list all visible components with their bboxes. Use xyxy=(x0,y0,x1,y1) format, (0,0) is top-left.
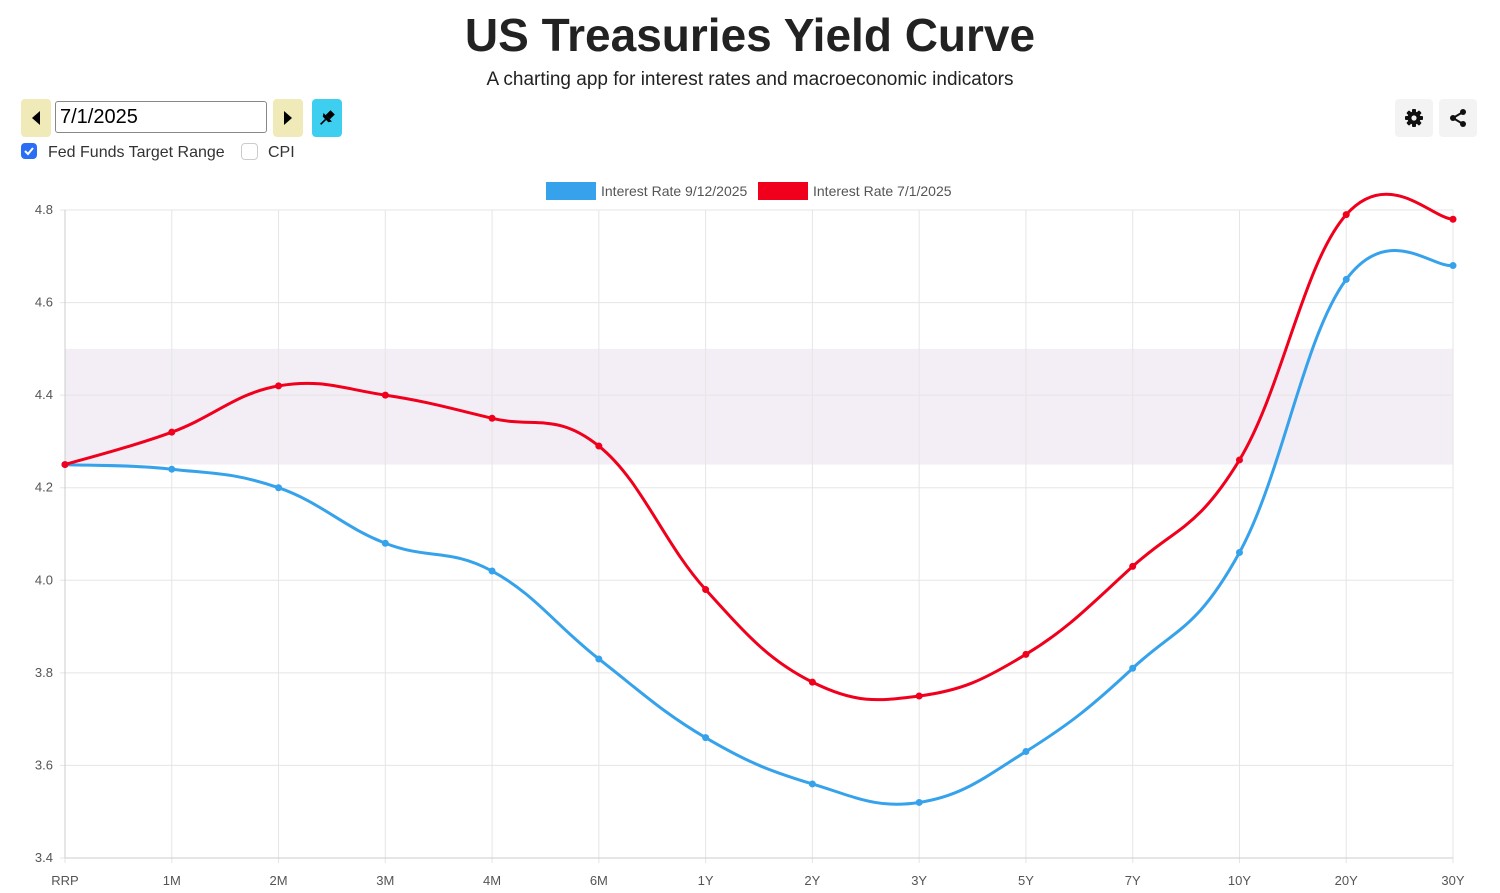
y-tick-label: 3.6 xyxy=(35,757,53,772)
data-point xyxy=(1022,650,1030,658)
data-point xyxy=(1342,211,1350,219)
x-tick-label: 5Y xyxy=(1018,873,1034,888)
cpi-checkbox[interactable] xyxy=(241,143,258,160)
data-point xyxy=(275,484,283,492)
data-point xyxy=(168,465,176,473)
settings-button[interactable] xyxy=(1395,99,1433,137)
y-tick-label: 4.4 xyxy=(35,387,53,402)
y-tick-label: 4.0 xyxy=(35,572,53,587)
x-tick-label: RRP xyxy=(51,873,78,888)
data-point xyxy=(61,461,69,469)
x-tick-label: 2M xyxy=(270,873,288,888)
data-point xyxy=(1235,456,1243,464)
y-tick-label: 4.6 xyxy=(35,295,53,310)
x-tick-label: 4M xyxy=(483,873,501,888)
legend-swatch xyxy=(546,182,596,200)
pin-button[interactable] xyxy=(312,99,342,137)
data-point xyxy=(915,798,923,806)
share-button[interactable] xyxy=(1439,99,1477,137)
x-tick-label: 20Y xyxy=(1335,873,1358,888)
fed-funds-checkbox[interactable] xyxy=(21,143,37,159)
data-point xyxy=(1129,664,1137,672)
share-icon xyxy=(1450,109,1466,127)
x-tick-label: 1M xyxy=(163,873,181,888)
x-tick-label: 6M xyxy=(590,873,608,888)
data-point xyxy=(1449,215,1457,223)
x-tick-label: 30Y xyxy=(1441,873,1464,888)
caret-right-icon xyxy=(284,111,292,125)
pin-icon xyxy=(320,110,335,125)
data-point xyxy=(1449,262,1457,270)
previous-date-button[interactable] xyxy=(21,99,51,137)
legend-swatch xyxy=(758,182,808,200)
x-tick-label: 3M xyxy=(376,873,394,888)
y-tick-label: 4.2 xyxy=(35,480,53,495)
fed-funds-band xyxy=(65,348,1453,465)
data-point xyxy=(168,428,176,436)
data-point xyxy=(1022,748,1030,756)
data-point xyxy=(915,692,923,700)
y-tick-label: 3.8 xyxy=(35,665,53,680)
legend-label: Interest Rate 9/12/2025 xyxy=(601,183,748,199)
data-point xyxy=(61,461,69,469)
data-point xyxy=(702,734,710,742)
y-tick-label: 3.4 xyxy=(35,850,53,865)
data-point xyxy=(1235,549,1243,557)
cpi-label: CPI xyxy=(268,144,295,161)
date-input[interactable] xyxy=(55,101,267,133)
series-line-1 xyxy=(64,192,1454,702)
series-line-0 xyxy=(64,249,1454,806)
page-title: US Treasuries Yield Curve xyxy=(464,9,1036,61)
data-point xyxy=(488,567,496,575)
y-tick-label: 4.8 xyxy=(35,202,53,217)
caret-left-icon xyxy=(32,111,40,125)
data-point xyxy=(381,539,389,547)
check-icon xyxy=(24,147,34,156)
next-date-button[interactable] xyxy=(273,99,303,137)
legend-label: Interest Rate 7/1/2025 xyxy=(813,183,952,199)
data-point xyxy=(595,655,603,663)
data-point xyxy=(595,442,603,450)
page-subtitle: A charting app for interest rates and ma… xyxy=(486,69,1014,90)
x-tick-label: 1Y xyxy=(698,873,714,888)
x-tick-label: 7Y xyxy=(1125,873,1141,888)
data-point xyxy=(275,382,283,390)
data-point xyxy=(808,780,816,788)
data-point xyxy=(808,678,816,686)
x-tick-label: 10Y xyxy=(1228,873,1251,888)
gear-icon xyxy=(1405,109,1423,127)
data-point xyxy=(702,586,710,594)
fed-funds-label: Fed Funds Target Range xyxy=(48,144,225,161)
x-tick-label: 2Y xyxy=(804,873,820,888)
data-point xyxy=(1129,562,1137,570)
data-point xyxy=(488,414,496,422)
x-tick-label: 3Y xyxy=(911,873,927,888)
data-point xyxy=(381,391,389,399)
data-point xyxy=(1342,275,1350,283)
